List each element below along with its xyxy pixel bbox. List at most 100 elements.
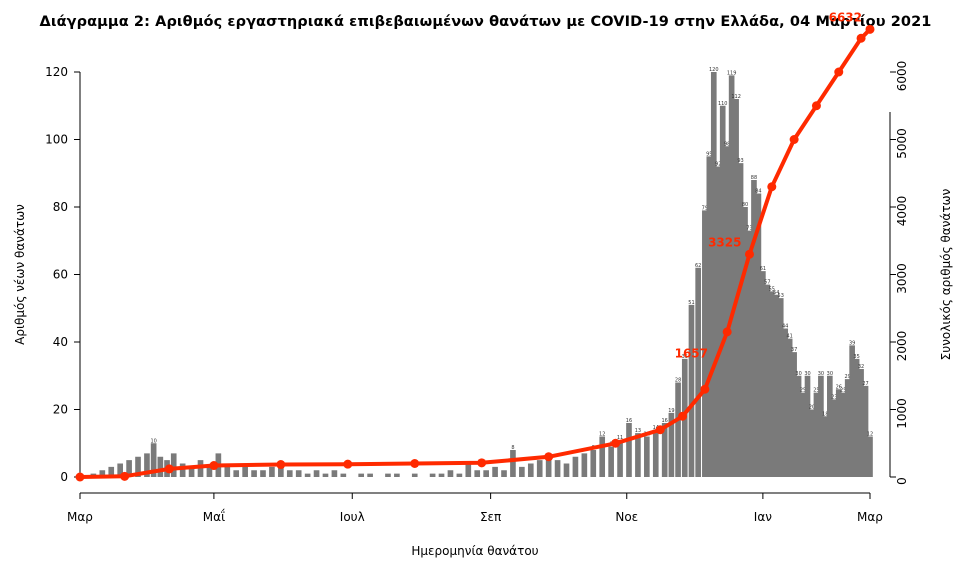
- bar: [795, 375, 802, 477]
- bar: [340, 473, 347, 477]
- bar-label: 35: [853, 354, 859, 360]
- bar: [668, 412, 675, 477]
- y-left-tick-label: 60: [53, 268, 68, 282]
- bar: [840, 392, 847, 477]
- bar: [818, 375, 824, 477]
- bar: [688, 304, 695, 477]
- bar: [858, 369, 864, 477]
- bar: [278, 463, 284, 477]
- bar: [242, 466, 248, 477]
- bar-label: 51: [688, 300, 694, 306]
- bar: [626, 423, 632, 477]
- bar: [773, 294, 780, 477]
- bar: [385, 473, 391, 477]
- bar: [800, 392, 806, 477]
- cumulative-point: [477, 458, 487, 468]
- bar: [702, 210, 708, 477]
- bar: [724, 146, 730, 477]
- bar: [695, 267, 701, 477]
- bar-label: 95: [706, 151, 712, 157]
- y-left-tick-label: 40: [53, 335, 68, 349]
- bar: [150, 443, 157, 477]
- x-tick-label: Μαΐ: [203, 509, 225, 524]
- bar-label: 44: [782, 324, 788, 330]
- y-left-tick-label: 80: [53, 200, 68, 214]
- bar: [251, 470, 257, 477]
- bar: [206, 466, 213, 477]
- x-tick-label: Σεπ: [480, 510, 501, 524]
- bar: [501, 470, 507, 477]
- bar-label: 39: [849, 340, 855, 346]
- cumulative-point: [865, 24, 875, 34]
- bar-label: 13: [635, 428, 641, 434]
- bar-label: 41: [786, 334, 792, 340]
- bar: [719, 105, 726, 477]
- bar-label: 62: [695, 263, 701, 269]
- bar: [295, 470, 302, 477]
- bar-label: 120: [709, 67, 719, 73]
- bar: [835, 389, 842, 477]
- bar-label: 18: [822, 411, 828, 417]
- y-right-tick-label: 0: [895, 477, 909, 485]
- bar: [519, 466, 525, 477]
- bar: [367, 473, 373, 477]
- bar: [117, 463, 123, 477]
- y-left-tick-label: 20: [53, 403, 68, 417]
- cumulative-point: [75, 472, 85, 482]
- y-right-tick-label: 6000: [895, 61, 909, 92]
- bar-label: 25: [813, 388, 819, 394]
- bar: [322, 473, 329, 477]
- bar: [728, 75, 735, 477]
- x-tick-label: Μαρ: [67, 510, 93, 524]
- bar: [831, 399, 838, 477]
- bar: [474, 470, 481, 477]
- cumulative-point: [120, 471, 130, 481]
- bar-label: 35: [682, 354, 688, 360]
- bar-label: 98: [724, 141, 730, 147]
- bar-label: 29: [844, 374, 850, 380]
- bar: [764, 284, 771, 477]
- bar: [260, 470, 266, 477]
- bar: [849, 345, 855, 477]
- bar: [782, 328, 789, 477]
- bar-label: 112: [731, 94, 741, 100]
- bar: [510, 450, 516, 477]
- bar: [822, 416, 829, 477]
- y-left-tick-label: 0: [60, 470, 68, 484]
- chart-title: Διάγραμμα 2: Αριθμός εργαστηριακά επιβεβ…: [39, 14, 932, 30]
- bar-label: 73: [746, 226, 752, 232]
- bar-label: 10: [150, 438, 156, 444]
- bar-label: 19: [668, 408, 674, 414]
- bar: [304, 473, 311, 477]
- cumulative-point: [856, 33, 866, 43]
- cumulative-point: [209, 461, 219, 471]
- bar-label: 32: [858, 364, 864, 370]
- cumulative-point: [678, 411, 688, 421]
- bar: [144, 453, 150, 477]
- bar: [652, 429, 659, 477]
- y-right-tick-label: 5000: [895, 128, 909, 159]
- bar: [527, 463, 534, 477]
- bar-label: 16: [626, 418, 632, 424]
- bar-label: 28: [675, 378, 681, 384]
- x-tick-label: Νοε: [615, 510, 638, 524]
- y-right-tick-label: 2000: [895, 331, 909, 362]
- bar: [862, 385, 869, 477]
- bar: [804, 375, 811, 477]
- x-tick-label: Ιουλ: [340, 510, 365, 524]
- bar: [786, 338, 793, 477]
- bar: [710, 72, 717, 477]
- y-right-tick-label: 3000: [895, 263, 909, 294]
- bar: [675, 382, 681, 477]
- bar-label: 92: [715, 162, 721, 168]
- bar: [599, 436, 606, 477]
- bar-label: 12: [867, 432, 873, 438]
- x-axis-label: Ημερομηνία θανάτου: [411, 544, 538, 558]
- bar: [737, 163, 744, 477]
- bar: [827, 375, 833, 477]
- bar: [791, 352, 797, 477]
- bar: [563, 463, 570, 477]
- y-right-axis-label: Συνολικός αριθμός θανάτων: [939, 188, 953, 360]
- cumulative-point: [343, 459, 353, 469]
- bar: [545, 456, 552, 477]
